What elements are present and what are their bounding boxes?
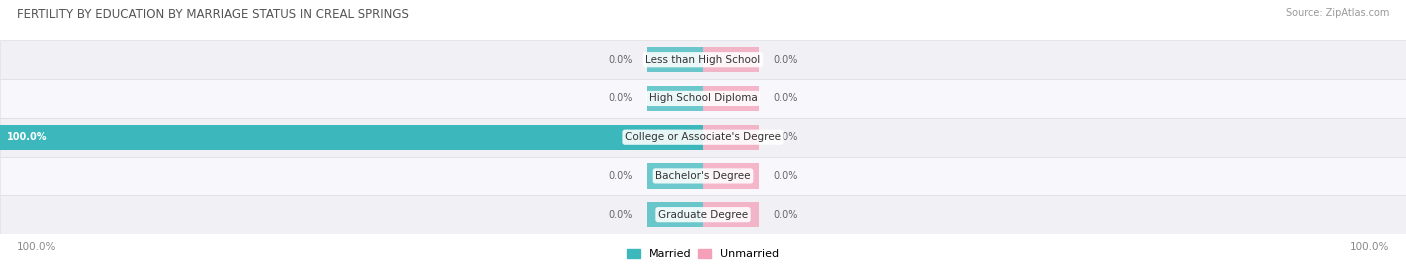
Text: 0.0%: 0.0% — [609, 93, 633, 104]
Text: 0.0%: 0.0% — [773, 171, 797, 181]
Text: Bachelor's Degree: Bachelor's Degree — [655, 171, 751, 181]
Text: 100.0%: 100.0% — [7, 132, 48, 142]
Bar — [703, 202, 759, 227]
Text: 100.0%: 100.0% — [17, 242, 56, 252]
Bar — [0, 157, 1406, 195]
Bar — [0, 125, 703, 150]
Text: 0.0%: 0.0% — [609, 171, 633, 181]
Text: 0.0%: 0.0% — [773, 93, 797, 104]
Bar — [0, 118, 1406, 157]
Text: 0.0%: 0.0% — [609, 210, 633, 220]
Text: 0.0%: 0.0% — [773, 210, 797, 220]
Text: 0.0%: 0.0% — [773, 132, 797, 142]
Bar — [647, 163, 703, 189]
Text: Graduate Degree: Graduate Degree — [658, 210, 748, 220]
Bar — [0, 40, 1406, 79]
Bar — [703, 86, 759, 111]
Bar — [0, 195, 1406, 234]
Text: Less than High School: Less than High School — [645, 55, 761, 65]
Text: 0.0%: 0.0% — [609, 55, 633, 65]
Bar — [703, 163, 759, 189]
Bar — [647, 47, 703, 72]
Text: College or Associate's Degree: College or Associate's Degree — [626, 132, 780, 142]
Text: High School Diploma: High School Diploma — [648, 93, 758, 104]
Bar — [647, 202, 703, 227]
Text: FERTILITY BY EDUCATION BY MARRIAGE STATUS IN CREAL SPRINGS: FERTILITY BY EDUCATION BY MARRIAGE STATU… — [17, 8, 409, 21]
Bar — [0, 79, 1406, 118]
Text: Source: ZipAtlas.com: Source: ZipAtlas.com — [1285, 8, 1389, 18]
Text: 100.0%: 100.0% — [1350, 242, 1389, 252]
Text: 0.0%: 0.0% — [773, 55, 797, 65]
Bar — [703, 125, 759, 150]
Bar — [703, 47, 759, 72]
Legend: Married, Unmarried: Married, Unmarried — [621, 244, 785, 263]
Bar — [647, 86, 703, 111]
